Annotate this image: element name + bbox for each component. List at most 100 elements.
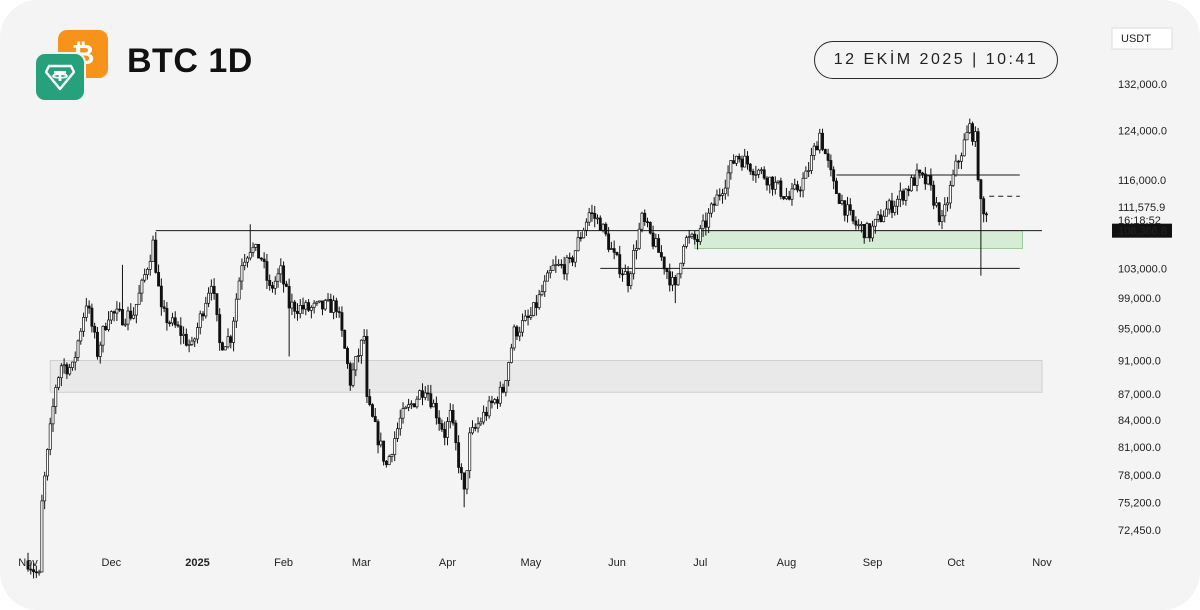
candle-body (584, 221, 588, 231)
candle-body (973, 131, 977, 142)
candle-body (929, 175, 933, 186)
candle-body (984, 213, 988, 216)
candle-body (209, 285, 213, 294)
candle-body (757, 169, 761, 175)
x-tick-label: Feb (274, 557, 293, 569)
x-tick-label: Dec (102, 557, 122, 569)
candle-body (843, 200, 847, 216)
candle-body (373, 416, 377, 422)
candle-body (773, 181, 777, 190)
candle-body (259, 257, 263, 260)
candle-body (454, 422, 458, 444)
candle-body (232, 320, 236, 343)
candle-body (93, 325, 97, 333)
candle-body (412, 403, 416, 408)
candle-body (912, 177, 916, 186)
candle-body (87, 305, 91, 309)
candle-body (79, 330, 83, 342)
candle-body (693, 233, 697, 240)
candle-body (423, 392, 427, 398)
candle-body (265, 261, 269, 281)
candle-body (398, 417, 402, 430)
candle-body (623, 271, 627, 275)
candle-body (246, 257, 249, 263)
candle-body (251, 246, 255, 253)
candle-body (473, 427, 477, 429)
candle-body (457, 442, 461, 468)
candle-body (393, 438, 397, 455)
candle-body (193, 338, 197, 342)
candle-body (218, 314, 222, 344)
zone-1 (49, 360, 1043, 393)
candle-body (859, 223, 863, 226)
y-tick-label: 91,000.0 (1118, 356, 1161, 368)
candle-body (440, 423, 444, 430)
candle-body (162, 306, 166, 309)
y-tick-label: 72,450.0 (1118, 525, 1161, 537)
candle-body (273, 280, 277, 289)
candle-body (534, 302, 538, 308)
candle-body (279, 265, 283, 275)
candle-body (479, 421, 483, 425)
candle-body (779, 180, 783, 197)
candle-body (621, 273, 624, 276)
candle-body (857, 224, 861, 227)
candle-body (70, 361, 74, 368)
candle-body (48, 423, 52, 450)
candle-body (546, 272, 549, 282)
candle-body (721, 193, 724, 196)
candle-body (826, 153, 830, 161)
y-tick-label: 103,000.0 (1118, 263, 1167, 275)
candle-body (637, 228, 641, 249)
y-tick-label: 87,000.0 (1118, 389, 1161, 401)
candle-body (182, 333, 186, 336)
candle-body (73, 357, 77, 363)
y-tick-label: 124,000.0 (1118, 125, 1167, 137)
candle-body (462, 472, 466, 490)
candle-body (676, 273, 680, 286)
candle-body (284, 283, 288, 287)
candle-body (234, 298, 238, 322)
candle-body (296, 310, 299, 314)
candle-body (248, 252, 252, 259)
zone-0 (694, 230, 1023, 249)
candle-body (540, 291, 544, 296)
candle-body (157, 272, 161, 287)
candle-body (84, 305, 88, 318)
candle-body (432, 402, 436, 408)
candle-body (771, 176, 774, 190)
candle-body (923, 173, 927, 185)
candle-body (40, 500, 44, 573)
candle-body (351, 369, 355, 386)
candle-body (709, 203, 713, 214)
candle-body (465, 470, 469, 490)
price-axis: USDT 132,000.0 124,000.0 116,000.0 103,000.0… (1111, 27, 1173, 537)
candle-body (915, 169, 919, 186)
candle-body (943, 204, 947, 217)
candle-body (743, 155, 747, 168)
candle-body (568, 257, 572, 260)
candle-body (62, 364, 66, 367)
candle-body (659, 252, 663, 258)
candle-body (459, 467, 463, 474)
candle-body (932, 184, 936, 206)
candle-body (204, 302, 208, 317)
candle-body (115, 308, 119, 314)
x-tick-label: Nov (1032, 557, 1052, 569)
candle-body (754, 174, 758, 176)
candle-body (554, 264, 558, 266)
candle-body (37, 571, 41, 574)
candle-body (165, 308, 169, 324)
candle-body (737, 155, 741, 160)
candle-body (593, 212, 597, 219)
candle-body (818, 132, 822, 151)
candle-body (887, 200, 891, 210)
candle-body (121, 309, 124, 326)
candle-body (612, 248, 616, 253)
candle-body (940, 215, 944, 223)
candle-body (537, 294, 541, 308)
candle-body (59, 365, 63, 379)
candle-body (651, 232, 655, 247)
candle-body (823, 149, 827, 155)
